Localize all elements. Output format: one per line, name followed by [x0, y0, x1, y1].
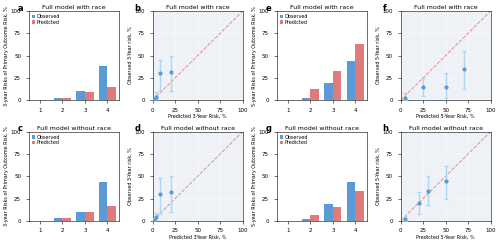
- X-axis label: Predicted 3-Year Risk, %: Predicted 3-Year Risk, %: [168, 114, 227, 119]
- Title: Full model without race: Full model without race: [408, 125, 482, 131]
- Bar: [85, 212, 94, 221]
- Bar: [302, 219, 310, 221]
- Bar: [302, 98, 310, 100]
- Legend: Observed, Predicted: Observed, Predicted: [31, 134, 61, 146]
- Bar: [324, 83, 333, 100]
- Legend: Observed, Predicted: Observed, Predicted: [31, 13, 61, 25]
- Bar: [76, 91, 85, 100]
- Bar: [108, 206, 116, 221]
- Text: g: g: [266, 124, 272, 133]
- Text: c: c: [18, 124, 23, 133]
- Bar: [356, 191, 364, 221]
- Text: f: f: [382, 4, 386, 13]
- Bar: [99, 183, 108, 221]
- Title: Full model without race: Full model without race: [284, 125, 358, 131]
- X-axis label: Predicted 5-Year Risk, %: Predicted 5-Year Risk, %: [416, 235, 475, 240]
- Bar: [62, 218, 71, 221]
- X-axis label: Predicted 3Year Risk, %: Predicted 3Year Risk, %: [169, 235, 226, 240]
- Title: Full model with race: Full model with race: [166, 5, 230, 10]
- X-axis label: Predicted 5-Year Risk, %: Predicted 5-Year Risk, %: [416, 114, 475, 119]
- Y-axis label: Observed 3-Year risk, %: Observed 3-Year risk, %: [128, 27, 133, 84]
- Y-axis label: 3-year Risks of Primary Outcome Risk, %: 3-year Risks of Primary Outcome Risk, %: [4, 6, 9, 106]
- Bar: [310, 90, 319, 100]
- Text: a: a: [18, 4, 24, 13]
- Bar: [324, 204, 333, 221]
- Y-axis label: 5-year Risks of Primary Outcome Risk, %: 5-year Risks of Primary Outcome Risk, %: [252, 6, 257, 106]
- Text: d: d: [134, 124, 140, 133]
- Bar: [54, 218, 62, 221]
- Y-axis label: 5-year Risks of Primary Outcome Risk, %: 5-year Risks of Primary Outcome Risk, %: [252, 126, 257, 226]
- Legend: Observed, Predicted: Observed, Predicted: [279, 134, 309, 146]
- Title: Full model without race: Full model without race: [160, 125, 234, 131]
- Text: e: e: [266, 4, 272, 13]
- Y-axis label: 3-year Risks of Primary Outcome Risk, %: 3-year Risks of Primary Outcome Risk, %: [4, 126, 9, 226]
- Bar: [108, 87, 116, 100]
- Bar: [85, 92, 94, 100]
- Bar: [54, 98, 62, 100]
- Bar: [333, 207, 342, 221]
- Bar: [76, 212, 85, 221]
- Bar: [347, 61, 356, 100]
- Text: h: h: [382, 124, 388, 133]
- Bar: [356, 44, 364, 100]
- Y-axis label: Observed 5-Year risk, %: Observed 5-Year risk, %: [376, 27, 381, 84]
- Title: Full model without race: Full model without race: [36, 125, 111, 131]
- Bar: [333, 71, 342, 100]
- Y-axis label: Observed 3-Year risk, %: Observed 3-Year risk, %: [128, 147, 133, 205]
- Y-axis label: Observed 5-Year risk, %: Observed 5-Year risk, %: [376, 147, 381, 205]
- Bar: [99, 66, 108, 100]
- Bar: [62, 98, 71, 100]
- Text: b: b: [134, 4, 140, 13]
- Bar: [310, 214, 319, 221]
- Title: Full model with race: Full model with race: [42, 5, 106, 10]
- Bar: [347, 182, 356, 221]
- Title: Full model with race: Full model with race: [414, 5, 478, 10]
- Title: Full model with race: Full model with race: [290, 5, 354, 10]
- Legend: Observed, Predicted: Observed, Predicted: [279, 13, 309, 25]
